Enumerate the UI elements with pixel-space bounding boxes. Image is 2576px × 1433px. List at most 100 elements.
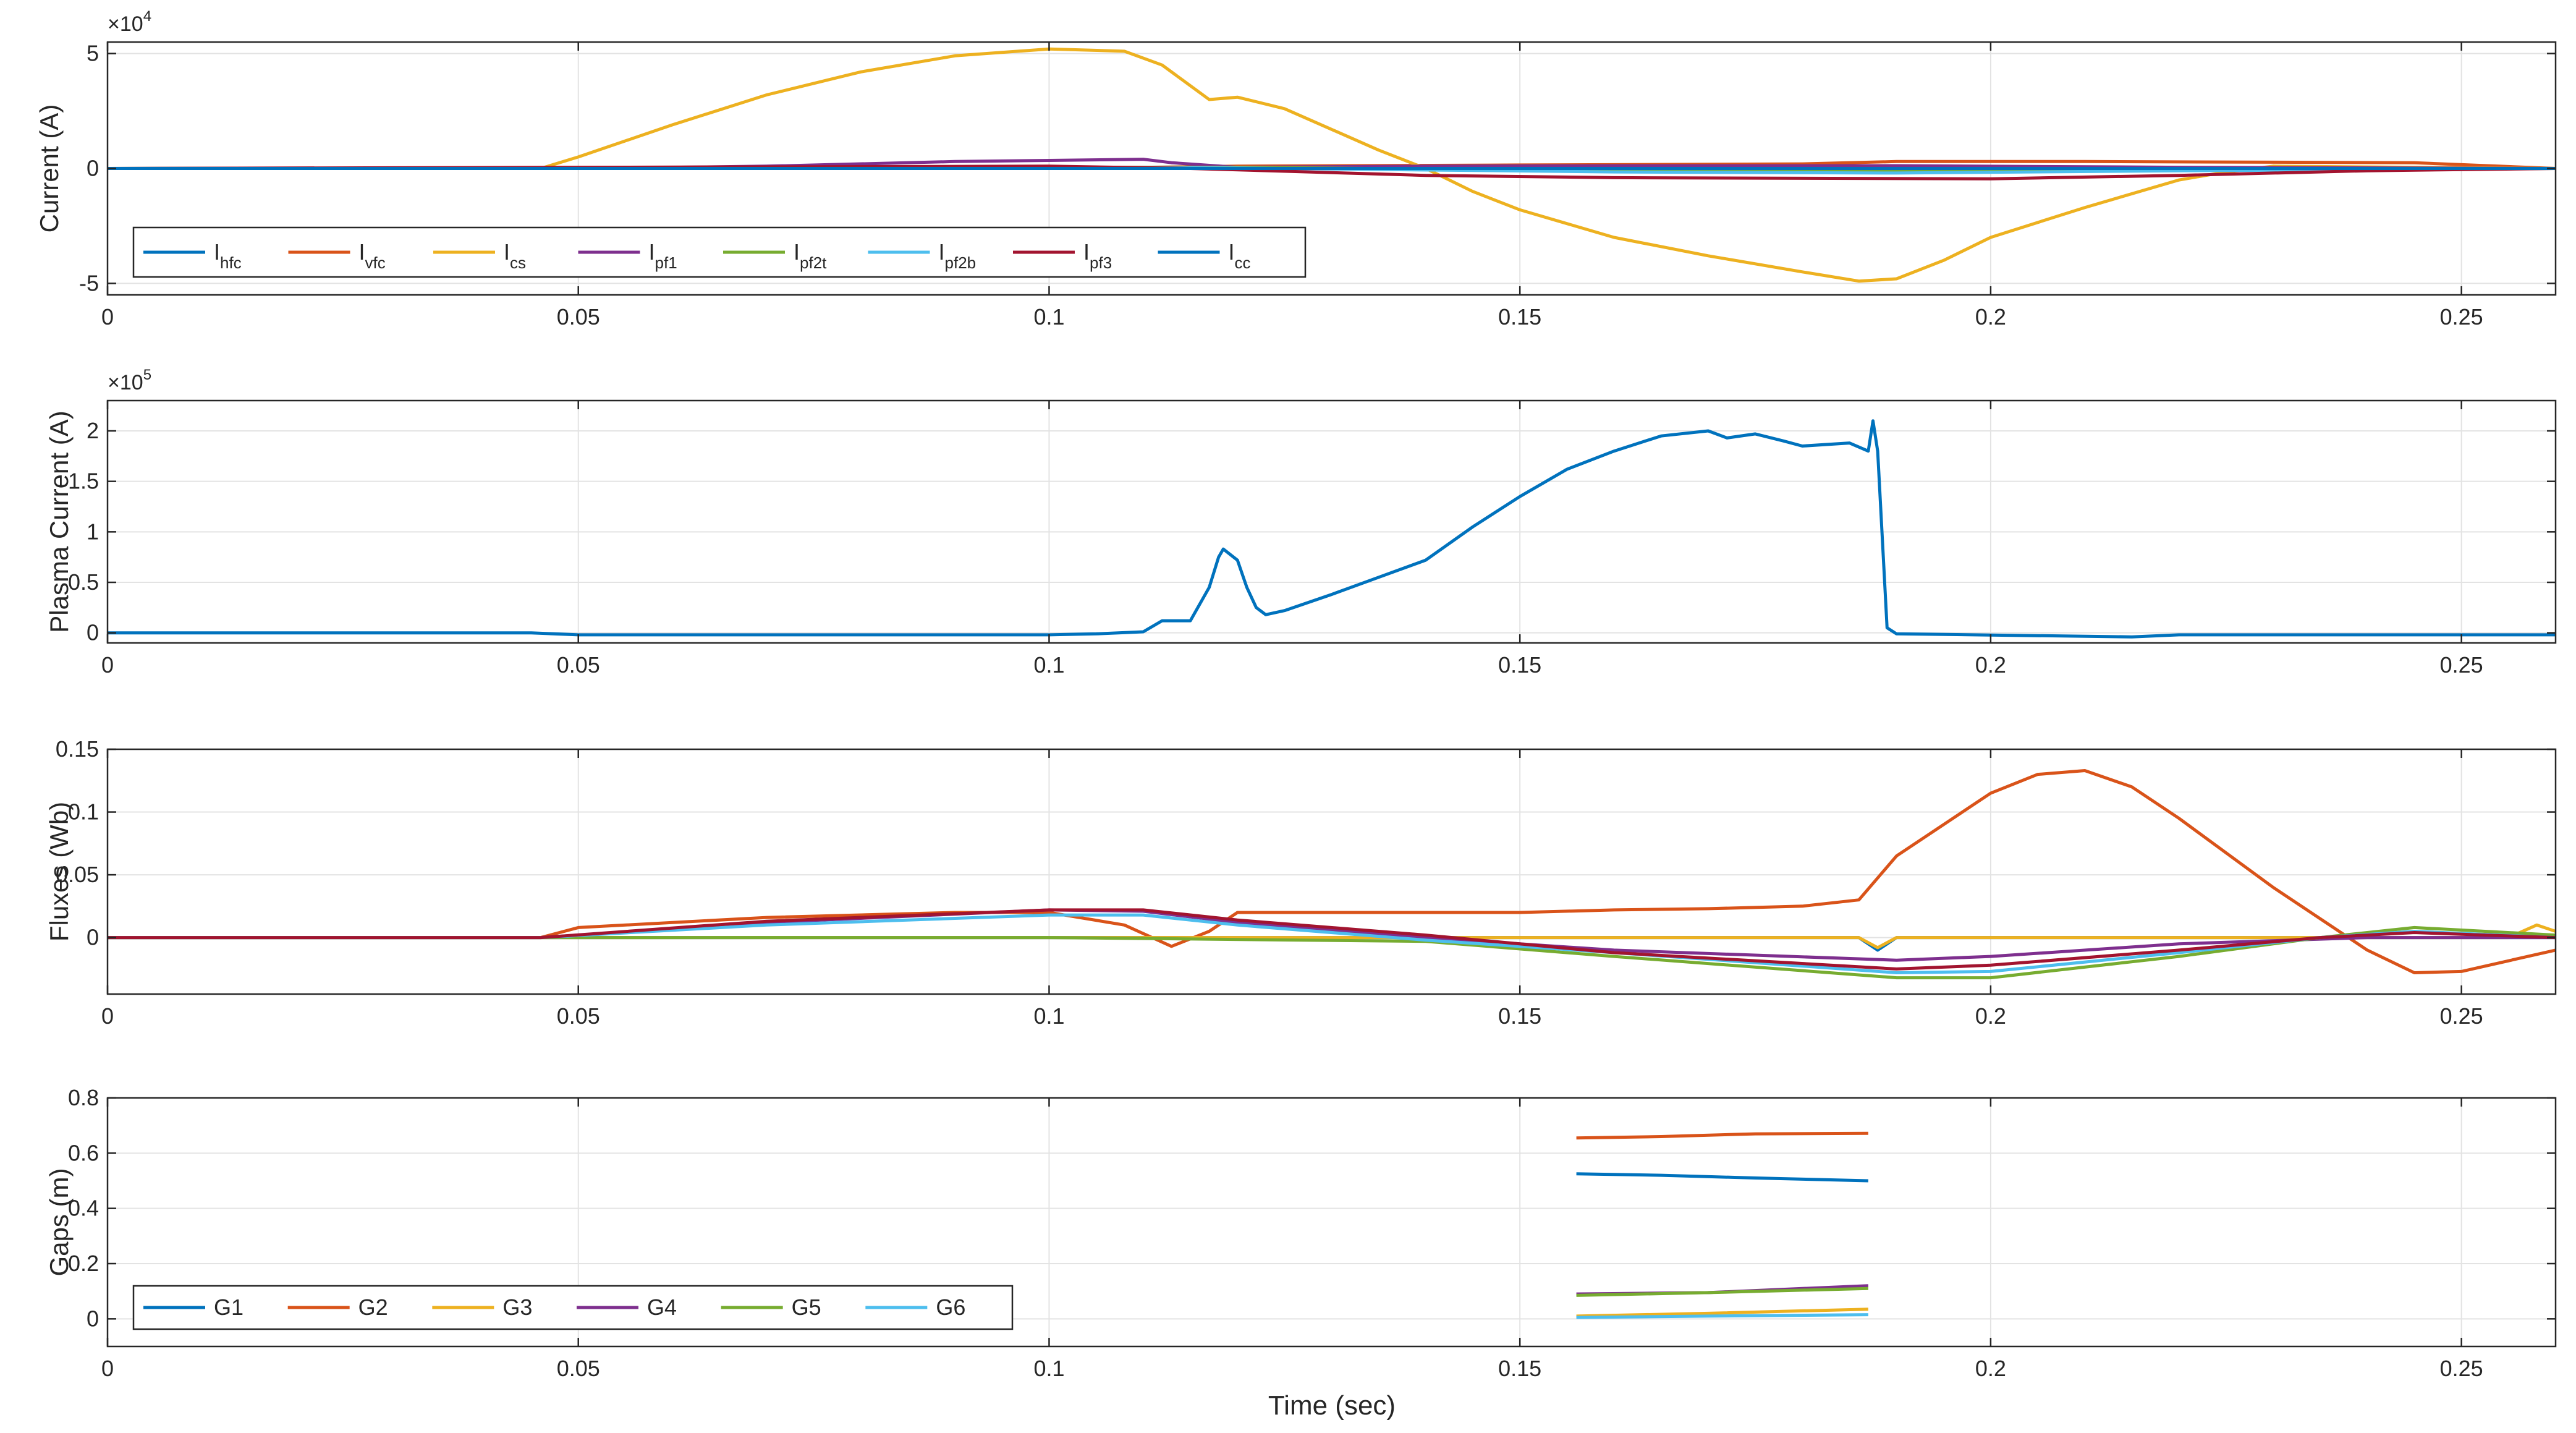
legend-subscript: cs <box>510 253 526 272</box>
axes-box <box>106 399 2557 644</box>
y-tick-label: 0.1 <box>68 799 99 825</box>
x-tick-label: 0 <box>101 1003 114 1029</box>
legend-label: Ipf2t <box>794 239 827 272</box>
legend-label: Ipf1 <box>649 239 677 272</box>
x-tick-label: 0 <box>101 1356 114 1381</box>
y-tick-label: 0 <box>87 1306 99 1331</box>
exponent-base: ×10 <box>108 12 143 36</box>
legend-entry: Ihfc <box>143 239 242 272</box>
series-group <box>108 769 2556 980</box>
x-tick-label: 0.15 <box>1498 304 1541 330</box>
y-axis-label: Plasma Current (A) <box>44 410 74 632</box>
series-line-6 <box>108 908 2556 971</box>
legend-name: G3 <box>502 1295 532 1320</box>
series-line-4 <box>108 925 2556 980</box>
x-axis-label: Time (sec) <box>1268 1390 1396 1421</box>
legend-entry: Ics <box>433 239 526 272</box>
legend-entry: Ipf2b <box>868 239 977 272</box>
x-tick-label: 0.2 <box>1975 652 2006 678</box>
chart-panel: 0 0.05 0.1 0.15 0.2 0.25 0 0.2 0.4 0.6 0.8 Gaps (m)… <box>44 1085 2557 1381</box>
legend-entry: Ipf2t <box>723 239 827 272</box>
series-group <box>1576 1131 1869 1319</box>
legend-subscript: vfc <box>365 253 386 272</box>
series-line-2 <box>108 47 2556 283</box>
x-tick-label: 0.1 <box>1033 1003 1064 1029</box>
y-tick-label: 1.5 <box>68 469 99 494</box>
x-tick-label: 0.15 <box>1498 1356 1541 1381</box>
legend-entry: G3 <box>432 1295 532 1320</box>
legend: Ihfc Ivfc Ics Ipf1 Ipf2t Ipf2b Ipf3 Icc <box>132 226 1307 278</box>
legend-entry: Ipf3 <box>1013 239 1112 272</box>
y-tick-label: 2 <box>87 418 99 443</box>
legend-subscript: pf2t <box>800 253 827 272</box>
axis-exponent: ×105 <box>108 367 151 394</box>
x-tick-label: 0.15 <box>1498 1003 1541 1029</box>
legend-subscript: cc <box>1235 253 1251 272</box>
legend-label: Ivfc <box>359 239 386 272</box>
series-line-2 <box>1576 1308 1868 1318</box>
y-tick-label: 0 <box>87 156 99 181</box>
x-tick-label: 0.1 <box>1033 304 1064 330</box>
legend-entry: G5 <box>721 1295 821 1320</box>
x-tick-label: 0.05 <box>557 1003 600 1029</box>
y-tick-label: -5 <box>79 270 99 296</box>
x-tick-label: 0 <box>101 652 114 678</box>
x-tick-label: 0 <box>101 304 114 330</box>
series-group <box>108 419 2556 639</box>
legend-label: G2 <box>358 1295 388 1320</box>
legend-name: I <box>649 239 655 265</box>
x-tick-label: 0.15 <box>1498 652 1541 678</box>
y-tick-label: 0.15 <box>56 736 99 762</box>
y-axis-label: Current (A) <box>35 104 64 233</box>
y-tick-label: 0.6 <box>68 1140 99 1165</box>
exponent-base: ×10 <box>108 371 143 394</box>
legend-name: I <box>359 239 365 265</box>
y-tick-label: 0.8 <box>68 1085 99 1110</box>
legend-entry: Ivfc <box>288 239 386 272</box>
legend-subscript: pf3 <box>1090 253 1112 272</box>
series-line-4 <box>1576 1286 1868 1297</box>
legend-name: I <box>504 239 510 265</box>
legend-label: Icc <box>1229 239 1251 272</box>
chart-panel: 0 0.05 0.1 0.15 0.2 0.25 0 0.05 0.1 0.15 Fluxes (W… <box>44 736 2557 1029</box>
y-tick-label: 5 <box>87 41 99 66</box>
legend-label: Ipf3 <box>1083 239 1112 272</box>
y-tick-label: 0.4 <box>68 1196 99 1221</box>
legend-entry: Icc <box>1158 239 1251 272</box>
legend-entry: Ipf1 <box>578 239 677 272</box>
legend-entry: G6 <box>865 1295 965 1320</box>
axes-box <box>106 748 2557 995</box>
y-tick-label: 0.5 <box>68 569 99 595</box>
legend-entry: G4 <box>577 1295 677 1320</box>
exponent-power: 4 <box>143 8 151 25</box>
x-tick-label: 0.2 <box>1975 1003 2006 1029</box>
y-axis-label: Gaps (m) <box>44 1168 74 1276</box>
legend-subscript: hfc <box>220 253 242 272</box>
x-tick-label: 0.25 <box>2440 1003 2483 1029</box>
legend-name: I <box>1083 239 1090 265</box>
legend-label: Ics <box>504 239 526 272</box>
series-line-0 <box>108 419 2556 639</box>
legend-name: G6 <box>936 1295 965 1320</box>
x-tick-label: 0.1 <box>1033 1356 1064 1381</box>
x-tick-label: 0.2 <box>1975 304 2006 330</box>
y-tick-label: 0.05 <box>56 862 99 887</box>
legend-name: G5 <box>792 1295 821 1320</box>
legend-name: I <box>1229 239 1235 265</box>
x-tick-label: 0.2 <box>1975 1356 2006 1381</box>
legend-label: G5 <box>792 1295 821 1320</box>
legend-subscript: pf2b <box>945 253 977 272</box>
exponent-power: 5 <box>143 367 151 383</box>
legend-name: I <box>214 239 220 265</box>
legend-label: G6 <box>936 1295 965 1320</box>
legend-label: G4 <box>647 1295 677 1320</box>
x-tick-label: 0.05 <box>557 304 600 330</box>
x-tick-label: 0.1 <box>1033 652 1064 678</box>
x-tick-label: 0.05 <box>557 652 600 678</box>
legend-name: I <box>794 239 800 265</box>
series-line-0 <box>1576 1172 1868 1183</box>
legend-name: G1 <box>214 1295 244 1320</box>
x-tick-label: 0.25 <box>2440 304 2483 330</box>
